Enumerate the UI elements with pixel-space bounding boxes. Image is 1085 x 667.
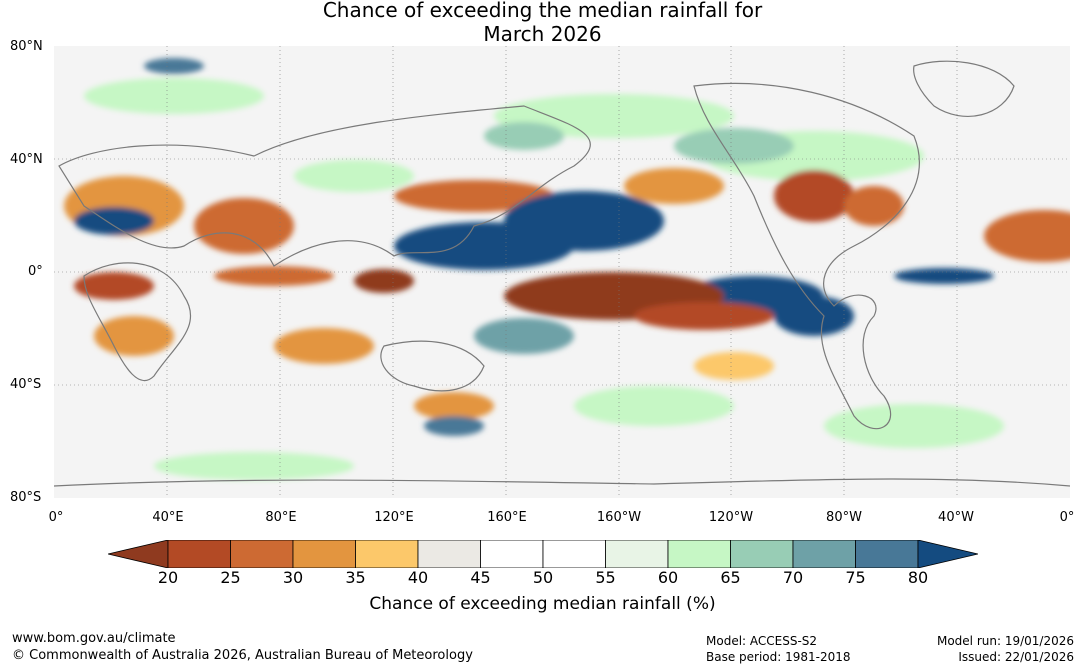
lon-label-160e: 160°E [487,510,527,525]
title-line-2: March 2026 [483,22,602,46]
colorbar-tick-label: 60 [657,568,679,587]
graticule [54,46,1070,498]
lon-label-120w: 120°W [708,510,754,525]
colorbar-tick-label: 40 [407,568,429,587]
colorbar [108,540,978,568]
lon-label-120e: 120°E [374,510,414,525]
lon-label-80w: 80°W [826,510,862,525]
colorbar-bin [355,540,419,568]
lat-label-80n: 80°N [10,39,43,54]
colorbar-tick-label: 45 [470,568,491,587]
footer-model: Model: ACCESS-S2 [706,634,818,648]
colorbar-tick-label: 25 [220,568,241,587]
colorbar-bin [730,540,794,568]
colorbar-label: Chance of exceeding median rainfall (%) [369,594,716,614]
colorbar-bin [480,540,544,568]
colorbar-extend-high [917,540,978,568]
colorbar-bin [230,540,294,568]
footer-website: www.bom.gov.au/climate [12,631,176,646]
lat-label-40s: 40°S [10,377,42,392]
lon-label-40e: 40°E [152,510,184,525]
map-canvas [54,46,1070,498]
lat-label-0: 0° [28,264,43,279]
colorbar-extend-low [108,540,169,568]
lat-label-40n: 40°N [10,152,43,167]
colorbar-bin [667,540,731,568]
colorbar-bin [855,540,919,568]
colorbar-bin [542,540,606,568]
colorbar-bin [167,540,231,568]
anomaly-fields [64,58,1070,480]
rainfall-map [54,46,1070,498]
footer-issued: Issued: 22/01/2026 [958,650,1074,664]
colorbar-tick-label: 50 [532,568,554,587]
lon-label-0-end: 0° [1059,510,1075,525]
lon-label-0: 0° [48,510,64,525]
colorbar-tick-label: 55 [595,568,616,587]
colorbar-tick-label: 70 [782,568,804,587]
footer-base-period: Base period: 1981-2018 [706,650,851,664]
colorbar-tick-label: 80 [907,568,929,587]
lon-label-40w: 40°W [938,510,974,525]
map-title: Chance of exceeding the median rainfall … [0,0,1085,46]
colorbar-tick-label: 30 [282,568,304,587]
colorbar-bin [605,540,669,568]
colorbar-tick-label: 20 [157,568,179,587]
footer-copyright: © Commonwealth of Australia 2026, Austra… [12,648,473,663]
footer-model-run: Model run: 19/01/2026 [936,634,1074,648]
lon-label-80e: 80°E [265,510,297,525]
colorbar-bin [792,540,856,568]
colorbar-tick-label: 35 [345,568,366,587]
lon-label-160w: 160°W [596,510,642,525]
colorbar-bin [417,540,481,568]
coastlines [54,60,1070,487]
title-line-1: Chance of exceeding the median rainfall … [322,0,763,22]
colorbar-bin [292,540,356,568]
colorbar-tick-label: 75 [845,568,866,587]
colorbar-tick-label: 65 [720,568,741,587]
lat-label-80s: 80°S [10,490,42,505]
